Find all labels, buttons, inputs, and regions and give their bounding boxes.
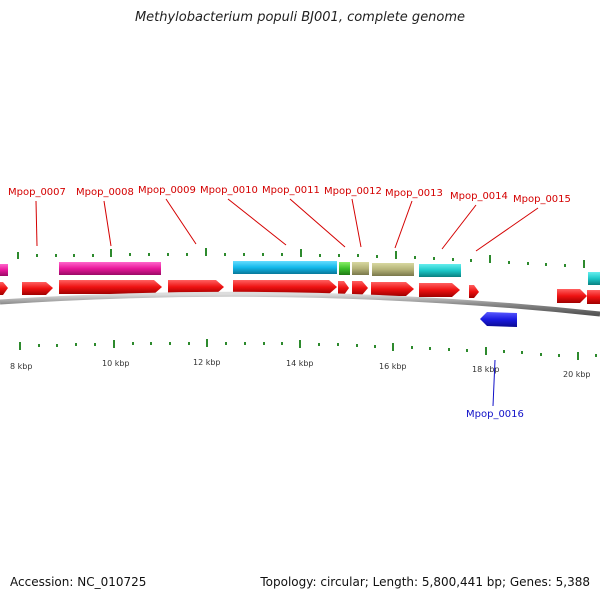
plus-gene-labels: Mpop_0007 Mpop_0008 Mpop_0009 Mpop_0010 … <box>8 185 571 252</box>
gene-label-mpop-0010[interactable]: Mpop_0010 <box>200 185 258 196</box>
scale-labels: 8 kbp 10 kbp 12 kbp 14 kbp 16 kbp 18 kbp… <box>10 358 591 379</box>
scale-label: 10 kbp <box>102 359 130 368</box>
plus-gene-arrow[interactable] <box>168 280 224 294</box>
scale-label: 14 kbp <box>286 359 314 368</box>
scale-label: 12 kbp <box>193 358 221 367</box>
gene-label-mpop-0007[interactable]: Mpop_0007 <box>8 187 66 198</box>
feature-block[interactable] <box>59 262 161 275</box>
gene-label-mpop-0016[interactable]: Mpop_0016 <box>466 409 524 420</box>
plus-gene-arrow[interactable] <box>557 289 587 303</box>
scale-label: 20 kbp <box>563 370 591 379</box>
genome-summary-text: Topology: circular; Length: 5,800,441 bp… <box>260 575 590 589</box>
plus-gene-arrow[interactable] <box>59 280 162 294</box>
plus-gene-arrow[interactable] <box>0 282 8 295</box>
plus-gene-arrow[interactable] <box>371 282 414 296</box>
feature-block[interactable] <box>233 261 337 274</box>
gene-label-mpop-0013[interactable]: Mpop_0013 <box>385 188 443 199</box>
plus-gene-arrow[interactable] <box>469 285 479 298</box>
feature-block[interactable] <box>588 272 600 285</box>
gene-label-mpop-0015[interactable]: Mpop_0015 <box>513 194 571 205</box>
gene-label-mpop-0009[interactable]: Mpop_0009 <box>138 185 196 196</box>
gene-label-mpop-0008[interactable]: Mpop_0008 <box>76 187 134 198</box>
scale-label: 8 kbp <box>10 362 32 371</box>
gene-label-mpop-0014[interactable]: Mpop_0014 <box>450 191 508 202</box>
plus-gene-arrow[interactable] <box>352 281 368 295</box>
genome-backbone <box>0 291 600 317</box>
plus-gene-arrow[interactable] <box>22 282 53 295</box>
map-title: Methylobacterium populi BJ001, complete … <box>134 10 466 25</box>
gene-label-mpop-0011[interactable]: Mpop_0011 <box>262 185 320 196</box>
feature-track <box>0 261 600 285</box>
gene-label-mpop-0012[interactable]: Mpop_0012 <box>324 186 382 197</box>
plus-gene-arrow[interactable] <box>233 280 337 294</box>
plus-strand-track <box>0 280 600 304</box>
feature-block[interactable] <box>372 263 414 276</box>
feature-block[interactable] <box>0 264 8 276</box>
outer-tick-ring <box>17 248 585 268</box>
feature-block[interactable] <box>352 262 369 275</box>
minus-gene-arrow[interactable] <box>480 312 517 327</box>
scale-label: 18 kbp <box>472 365 500 374</box>
feature-block[interactable] <box>419 264 461 277</box>
minus-gene-labels: Mpop_0016 <box>466 359 524 420</box>
plus-gene-arrow[interactable] <box>419 283 460 297</box>
scale-label: 16 kbp <box>379 362 407 371</box>
inner-tick-ring <box>19 339 597 360</box>
plus-gene-arrow[interactable] <box>338 281 349 295</box>
feature-block[interactable] <box>339 262 350 275</box>
plus-gene-arrow[interactable] <box>587 290 600 304</box>
accession-text: Accession: NC_010725 <box>10 575 147 589</box>
